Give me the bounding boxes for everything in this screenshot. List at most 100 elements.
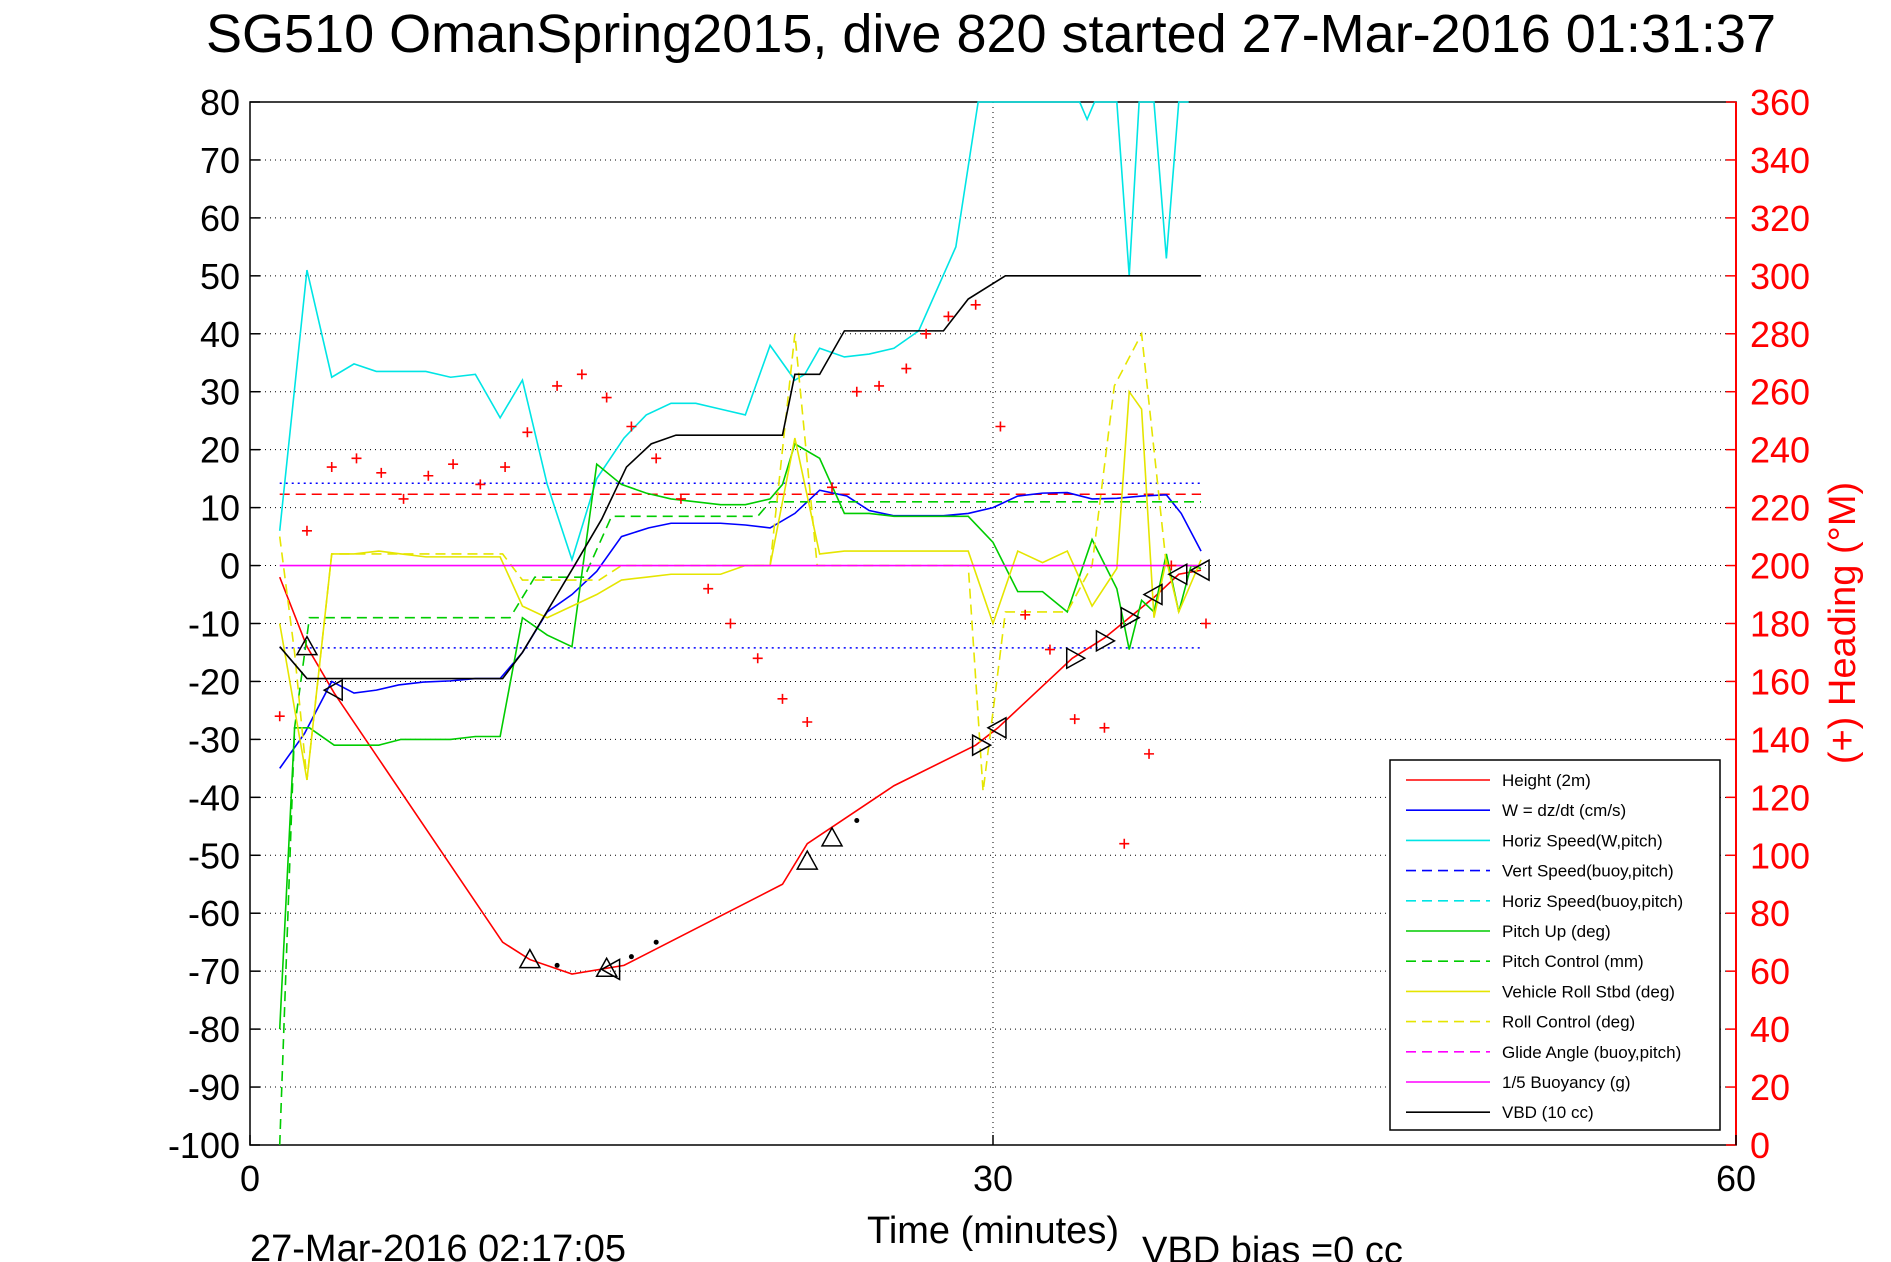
triangle-left-marker — [322, 678, 343, 702]
triangle-up-marker — [518, 948, 542, 969]
right-tick-label: 280 — [1750, 314, 1810, 355]
heading-point — [675, 493, 686, 504]
left-tick-label: -10 — [188, 604, 240, 645]
right-tick-label: 260 — [1750, 372, 1810, 413]
right-tick-label: 320 — [1750, 198, 1810, 239]
legend-entry: Horiz Speed(W,pitch) — [1502, 831, 1663, 850]
chart-title: SG510 OmanSpring2015, dive 820 started 2… — [206, 4, 1776, 64]
left-tick-label: -100 — [168, 1125, 240, 1166]
triangle-right-marker — [1065, 646, 1087, 670]
legend-entry: Pitch Up (deg) — [1502, 922, 1611, 941]
vbd-bias-note: VBD bias =0 cc — [1142, 1230, 1403, 1262]
right-tick-label: 60 — [1750, 951, 1790, 992]
heading-point — [851, 386, 862, 397]
heading-point — [1119, 838, 1130, 849]
heading-point — [725, 618, 736, 629]
triangle-left-marker — [1167, 562, 1188, 586]
legend-entry: VBD (10 cc) — [1502, 1103, 1594, 1122]
left-tick-label: -50 — [188, 835, 240, 876]
heading-point — [601, 392, 612, 403]
heading-point — [1069, 714, 1080, 725]
x-tick-label: 30 — [973, 1158, 1013, 1199]
x-tick-label: 60 — [1716, 1158, 1756, 1199]
heading-point — [921, 328, 932, 339]
left-tick-label: -90 — [188, 1067, 240, 1108]
legend-entry: Height (2m) — [1502, 771, 1591, 790]
left-tick-label: 50 — [200, 256, 240, 297]
footer-timestamp: 27-Mar-2016 02:17:05 — [250, 1228, 626, 1262]
right-tick-label: 20 — [1750, 1067, 1790, 1108]
right-tick-label: 360 — [1750, 82, 1810, 123]
triangle-right-marker — [1095, 629, 1116, 653]
right-tick-label: 40 — [1750, 1009, 1790, 1050]
series-pitch-up-deg — [278, 442, 1202, 1030]
left-tick-label: -30 — [188, 719, 240, 760]
heading-point — [901, 363, 912, 374]
right-tick-label: 300 — [1750, 256, 1810, 297]
left-tick-label: 80 — [200, 82, 240, 123]
legend-entry: Glide Angle (buoy,pitch) — [1502, 1043, 1681, 1062]
heading-point — [1099, 722, 1110, 733]
right-tick-label: 80 — [1750, 893, 1790, 934]
left-tick-label: 30 — [200, 372, 240, 413]
heading-point — [1044, 644, 1055, 655]
heading-point — [651, 453, 662, 464]
heading-point — [376, 467, 387, 478]
triangle-up-marker — [595, 956, 618, 978]
heading-point — [874, 380, 885, 391]
height-markers — [295, 558, 1210, 981]
heading-point — [1166, 560, 1177, 571]
legend-entry: Vehicle Roll Stbd (deg) — [1502, 982, 1675, 1001]
heading-point — [995, 421, 1006, 432]
left-tick-label: -40 — [188, 777, 240, 818]
right-tick-label: 160 — [1750, 661, 1810, 702]
left-tick-label: 20 — [200, 430, 240, 471]
right-tick-label: 340 — [1750, 140, 1810, 181]
triangle-left-marker — [986, 716, 1007, 740]
triangle-up-marker — [795, 849, 819, 870]
heading-point — [1144, 748, 1155, 759]
left-tick-label: 40 — [200, 314, 240, 355]
legend-entry: W = dz/dt (cm/s) — [1502, 801, 1626, 820]
triangle-up-marker — [295, 635, 319, 656]
heading-point — [448, 459, 459, 470]
legend-entry: Horiz Speed(buoy,pitch) — [1502, 892, 1683, 911]
left-tick-label: -80 — [188, 1009, 240, 1050]
heading-point — [351, 453, 362, 464]
left-tick-label: 60 — [200, 198, 240, 239]
heading-point — [576, 369, 587, 380]
series-vbd-10-cc — [279, 275, 1202, 680]
legend: Height (2m) W = dz/dt (cm/s) Horiz Speed(W… — [1389, 759, 1721, 1131]
triangle-left-marker — [600, 958, 621, 981]
heading-point — [970, 299, 981, 310]
right-tick-label: 140 — [1750, 719, 1810, 760]
left-tick-label: 10 — [200, 488, 240, 529]
heading-points — [274, 299, 1211, 849]
heading-point — [522, 427, 533, 438]
triangle-left-marker — [1142, 583, 1163, 606]
heading-point — [827, 482, 838, 493]
heading-point — [703, 583, 714, 594]
left-tick-label: 70 — [200, 140, 240, 181]
x-axis-label: Time (minutes) — [867, 1210, 1119, 1252]
right-tick-label: 0 — [1750, 1125, 1770, 1166]
heading-point — [326, 462, 337, 473]
heading-point — [943, 311, 954, 322]
heading-point — [626, 421, 637, 432]
height-dot — [628, 954, 634, 960]
heading-point — [274, 711, 285, 722]
legend-entry: Roll Control (deg) — [1502, 1013, 1635, 1032]
right-tick-label: 120 — [1750, 777, 1810, 818]
heading-point — [500, 462, 511, 473]
left-tick-label: -20 — [188, 661, 240, 702]
heading-point — [777, 693, 788, 704]
reference-lines — [279, 482, 1202, 649]
right-tick-label: 100 — [1750, 835, 1810, 876]
triangle-right-marker — [1120, 606, 1141, 629]
legend-entry: Vert Speed(buoy,pitch) — [1502, 862, 1674, 881]
heading-point — [1020, 609, 1031, 620]
legend-entry: Pitch Control (mm) — [1502, 952, 1644, 971]
triangle-left-marker — [1189, 558, 1210, 582]
series-w-dz-dt-cm-s — [279, 489, 1202, 769]
